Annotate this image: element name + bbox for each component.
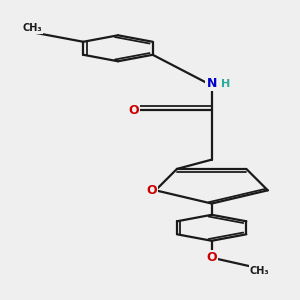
Text: CH₃: CH₃ [250,266,269,276]
Text: O: O [147,184,157,197]
Text: O: O [206,251,217,264]
Text: O: O [128,104,139,117]
Text: H: H [221,79,230,89]
Text: CH₃: CH₃ [22,23,42,33]
Text: N: N [206,77,217,90]
